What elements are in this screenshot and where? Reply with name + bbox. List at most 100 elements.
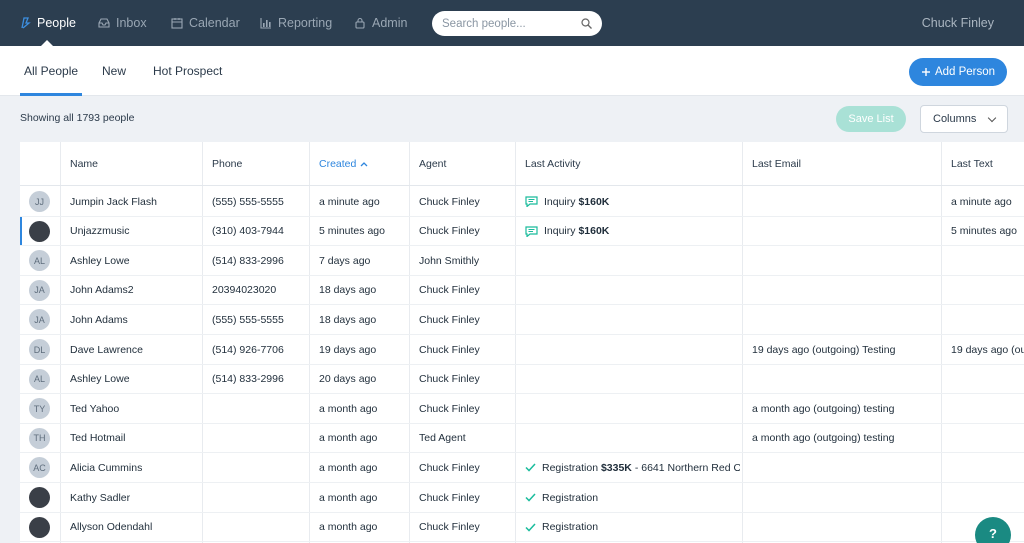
nav-item-inbox[interactable]: Inbox [98, 0, 147, 46]
nav-item-admin[interactable]: Admin [354, 0, 407, 46]
cell-name: Jumpin Jack Flash [70, 195, 157, 208]
table-row[interactable]: Kathy Sadler a month ago Chuck Finley Regis… [20, 483, 1024, 513]
cell-agent: Chuck Finley [419, 343, 480, 356]
cell-last-activity [525, 394, 740, 423]
check-icon [525, 463, 536, 472]
save-list-button[interactable]: Save List [836, 106, 906, 132]
avatar[interactable]: TY [29, 398, 50, 420]
cell-agent: John Smithly [419, 254, 480, 267]
column-header-last-email[interactable]: Last Email [752, 158, 802, 170]
result-count: Showing all 1793 people [20, 112, 135, 124]
activity-text: Registration [542, 492, 598, 504]
cell-text [951, 276, 1024, 305]
table-row[interactable]: AL Ashley Lowe (514) 833-2996 7 days ago Joh… [20, 246, 1024, 276]
cell-created: a month ago [319, 491, 378, 504]
cell-phone: (514) 833-2996 [212, 254, 284, 267]
avatar[interactable]: JA [29, 309, 50, 331]
avatar[interactable]: AC [29, 457, 50, 479]
column-divider [515, 142, 516, 543]
activity-entry: Registration $335K - 6641 Northern Red O… [525, 462, 740, 474]
cell-name: Alicia Cummins [70, 461, 143, 474]
cell-created: a month ago [319, 461, 378, 474]
avatar[interactable]: JA [29, 279, 50, 301]
column-header-label: Created [319, 158, 357, 170]
cell-last-activity [525, 424, 740, 453]
cell-agent: Chuck Finley [419, 313, 480, 326]
cell-last-activity: Inquiry $160K [525, 217, 740, 246]
cell-email [752, 305, 937, 334]
columns-label: Columns [933, 113, 977, 125]
cell-last-activity: Inquiry $160K [525, 187, 740, 216]
cell-created: a minute ago [319, 195, 380, 208]
cell-email [752, 246, 937, 275]
cell-name: Ashley Lowe [70, 373, 130, 386]
nav-item-label: Calendar [189, 16, 240, 30]
table-row[interactable]: DL Dave Lawrence (514) 926-7706 19 days ago… [20, 335, 1024, 365]
column-header-created[interactable]: Created [319, 142, 369, 186]
search-icon[interactable] [581, 18, 592, 29]
cell-name: Kathy Sadler [70, 491, 131, 504]
cell-last-activity: Registration [525, 513, 740, 542]
cell-email [752, 217, 937, 246]
cell-last-activity: Registration [525, 483, 740, 512]
columns-dropdown[interactable]: Columns [920, 105, 1008, 133]
table-row[interactable]: AC Alicia Cummins a month ago Chuck Finley R… [20, 453, 1024, 483]
avatar[interactable]: TH [29, 427, 50, 449]
cell-created: a month ago [319, 521, 378, 534]
cell-last-activity [525, 246, 740, 275]
cell-email [752, 483, 937, 512]
active-caret [41, 40, 54, 46]
activity-text: Registration $335K - 6641 Northern Red O… [542, 462, 740, 474]
column-header-last-text[interactable]: Last Text [951, 158, 993, 170]
activity-label: Registration [542, 461, 599, 474]
activity-detail: - 6641 Northern Red O... [631, 461, 740, 474]
column-header-phone[interactable]: Phone [212, 158, 243, 170]
search-input[interactable] [442, 17, 572, 30]
nav-item-reporting[interactable]: Reporting [260, 0, 332, 46]
table-row[interactable]: JA John Adams (555) 555-5555 18 days ago Chu… [20, 305, 1024, 335]
avatar[interactable] [29, 516, 50, 538]
cell-text: 19 days ago (ou [951, 343, 1024, 356]
table-row[interactable]: AL Ashley Lowe (514) 833-2996 20 days ago Ch… [20, 365, 1024, 395]
nav-item-people[interactable]: People [19, 0, 76, 46]
table-row[interactable]: TH Ted Hotmail a month ago Ted Agent a month… [20, 424, 1024, 454]
cell-created: a month ago [319, 432, 378, 445]
help-chat-button[interactable]: ? [975, 517, 1011, 543]
cell-name: Dave Lawrence [70, 343, 143, 356]
avatar[interactable]: JJ [29, 191, 50, 212]
cell-text: a minute ago [951, 195, 1012, 208]
cell-name: Ted Hotmail [70, 432, 126, 445]
table-row[interactable]: Allyson Odendahl a month ago Chuck Finley R… [20, 513, 1024, 543]
table-row[interactable]: JJ Jumpin Jack Flash (555) 555-5555 a minut… [20, 187, 1024, 217]
cell-email [752, 513, 937, 542]
avatar[interactable] [29, 220, 50, 242]
table-row[interactable]: Unjazzmusic (310) 403-7944 5 minutes ago Ch… [20, 216, 1024, 247]
column-header-name[interactable]: Name [70, 158, 99, 170]
activity-entry: Registration [525, 521, 598, 533]
tab-new[interactable]: New [102, 46, 126, 96]
avatar[interactable]: AL [29, 368, 50, 390]
avatar[interactable] [29, 487, 50, 508]
avatar[interactable]: AL [29, 250, 50, 272]
table-row[interactable]: JA John Adams2 20394023020 18 days ago Chuck… [20, 276, 1024, 306]
cell-last-activity [525, 365, 740, 394]
tab-hot-prospect[interactable]: Hot Prospect [153, 46, 222, 96]
search-box [432, 11, 602, 36]
user-menu[interactable]: Chuck Finley [921, 16, 994, 30]
cell-created: a month ago [319, 402, 378, 415]
column-divider [409, 142, 410, 543]
cell-name: Ted Yahoo [70, 402, 120, 415]
add-person-button[interactable]: Add Person [909, 58, 1007, 86]
column-divider [309, 142, 310, 543]
table-row[interactable]: TY Ted Yahoo a month ago Chuck Finley a mont… [20, 394, 1024, 424]
cell-text [951, 305, 1024, 334]
avatar[interactable]: DL [29, 339, 50, 360]
column-header-agent[interactable]: Agent [419, 158, 447, 170]
cell-email: a month ago (outgoing) testing [752, 402, 895, 415]
tab-all-people[interactable]: All People [19, 46, 83, 96]
cell-created: 18 days ago [319, 313, 377, 326]
column-header-last-activity[interactable]: Last Activity [525, 158, 581, 170]
nav-item-calendar[interactable]: Calendar [171, 0, 240, 46]
plus-icon [921, 68, 930, 76]
tab-label: New [102, 64, 127, 78]
